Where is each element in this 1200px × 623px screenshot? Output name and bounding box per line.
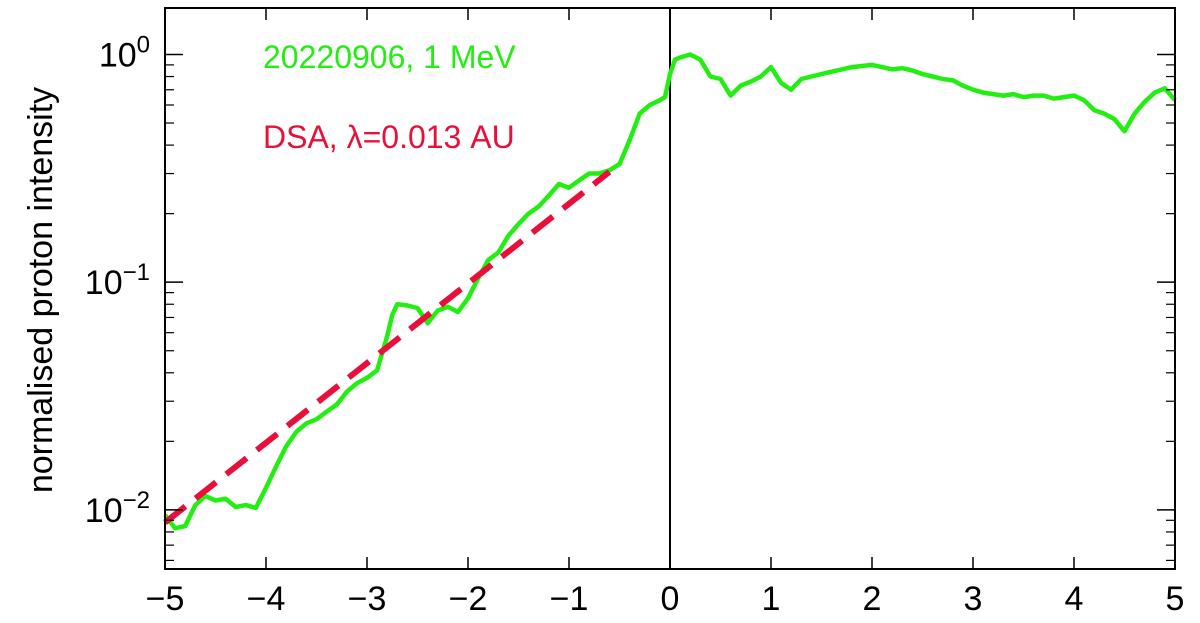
legend-entry-data: 20220906, 1 MeV (263, 39, 516, 75)
x-tick-label: −3 (348, 580, 387, 618)
x-tick-label: 2 (863, 580, 882, 618)
legend-entry-fit: DSA, λ=0.013 AU (263, 119, 515, 155)
y-tick-label: 100 (99, 31, 150, 74)
y-tick-label: 10−1 (85, 259, 150, 302)
x-tick-label: −5 (146, 580, 185, 618)
y-axis-label: normalised proton intensity (22, 87, 60, 493)
x-tick-label: 1 (762, 580, 781, 618)
x-tick-label: 5 (1166, 580, 1185, 618)
series-line-0 (163, 52, 1177, 531)
series-line-1 (163, 169, 612, 525)
x-tick-label: −1 (550, 580, 589, 618)
legend: 20220906, 1 MeV DSA, λ=0.013 AU (263, 39, 516, 155)
x-tick-label: −2 (449, 580, 488, 618)
x-tick-label: 0 (661, 580, 680, 618)
x-tick-label: 4 (1065, 580, 1084, 618)
y-tick-label: 10−2 (85, 487, 150, 530)
x-tick-label: −4 (247, 580, 286, 618)
chart-marks (163, 8, 1177, 569)
axis-ticks: −5 −4 −3 −2 −1 0 1 2 3 4 5 10−2 10−1 100 (85, 8, 1185, 618)
x-tick-label: 3 (964, 580, 983, 618)
plot-frame (164, 7, 1176, 570)
